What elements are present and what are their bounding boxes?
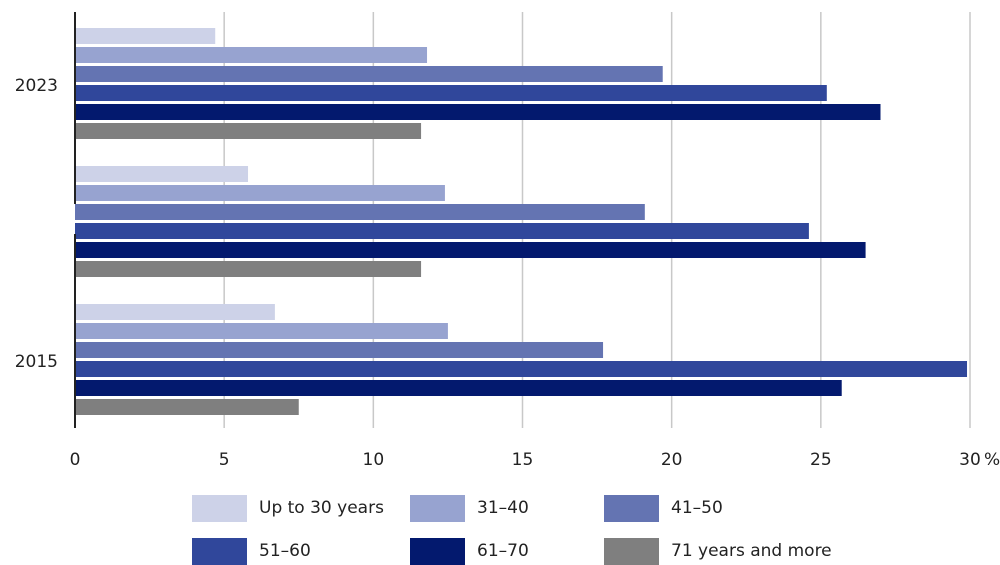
legend-item: Up to 30 years: [192, 494, 384, 522]
x-tick-label-0: 0: [70, 450, 81, 470]
legend-item: 41–50: [604, 494, 723, 522]
legend-swatch: [192, 494, 247, 522]
bar-2015-61–70: [75, 380, 842, 396]
y-category-label-2023: 2023: [15, 76, 58, 96]
legend-item: 71 years and more: [604, 537, 832, 565]
y-category-label-2015: 2015: [15, 352, 58, 372]
bar-2015-71-years-and-more: [75, 399, 299, 415]
bar-2023-31–40: [75, 47, 428, 63]
legend-item: 51–60: [192, 537, 311, 565]
legend-label: 51–60: [259, 541, 311, 561]
x-axis-unit: %: [984, 450, 1000, 470]
bar-group2-up-to-30-years: [75, 166, 249, 182]
bar-chart-svg: 0 5 10 15 20 25 30 % 2023 2015: [15, 12, 1000, 470]
x-tick-label-30: 30: [959, 450, 981, 470]
x-tick-label-25: 25: [810, 450, 832, 470]
bar-group2-51–60: [75, 223, 809, 239]
bar-2015-up-to-30-years: [75, 304, 275, 320]
chart-legend: Up to 30 years 31–40 41–50 51–60 61–70 71 yea…: [192, 494, 892, 565]
legend-label: Up to 30 years: [259, 498, 384, 518]
x-tick-label-10: 10: [363, 450, 385, 470]
bar-2015-41–50: [75, 342, 604, 358]
bar-2015-51–60: [75, 361, 968, 377]
bar-group2-71-years-and-more: [75, 261, 422, 277]
legend-item: 61–70: [410, 537, 529, 565]
legend-swatch: [604, 537, 659, 565]
legend-label: 41–50: [671, 498, 723, 518]
bar-group2-31–40: [75, 185, 445, 201]
legend-swatch: [410, 537, 465, 565]
bar-2023-41–50: [75, 66, 663, 82]
legend-swatch: [192, 537, 247, 565]
x-tick-label-15: 15: [512, 450, 534, 470]
legend-label: 71 years and more: [671, 541, 832, 561]
bar-2023-51–60: [75, 85, 827, 101]
bar-2023-61–70: [75, 104, 881, 120]
legend-item: 31–40: [410, 494, 529, 522]
bar-group2-61–70: [75, 242, 866, 258]
legend-swatch: [604, 494, 659, 522]
legend-label: 61–70: [477, 541, 529, 561]
x-tick-label-5: 5: [219, 450, 230, 470]
bar-2015-31–40: [75, 323, 448, 339]
x-tick-label-20: 20: [661, 450, 683, 470]
legend-swatch: [410, 494, 465, 522]
bar-2023-up-to-30-years: [75, 28, 216, 44]
bar-2023-71-years-and-more: [75, 123, 422, 139]
legend-label: 31–40: [477, 498, 529, 518]
bar-group2-41–50: [75, 204, 645, 220]
